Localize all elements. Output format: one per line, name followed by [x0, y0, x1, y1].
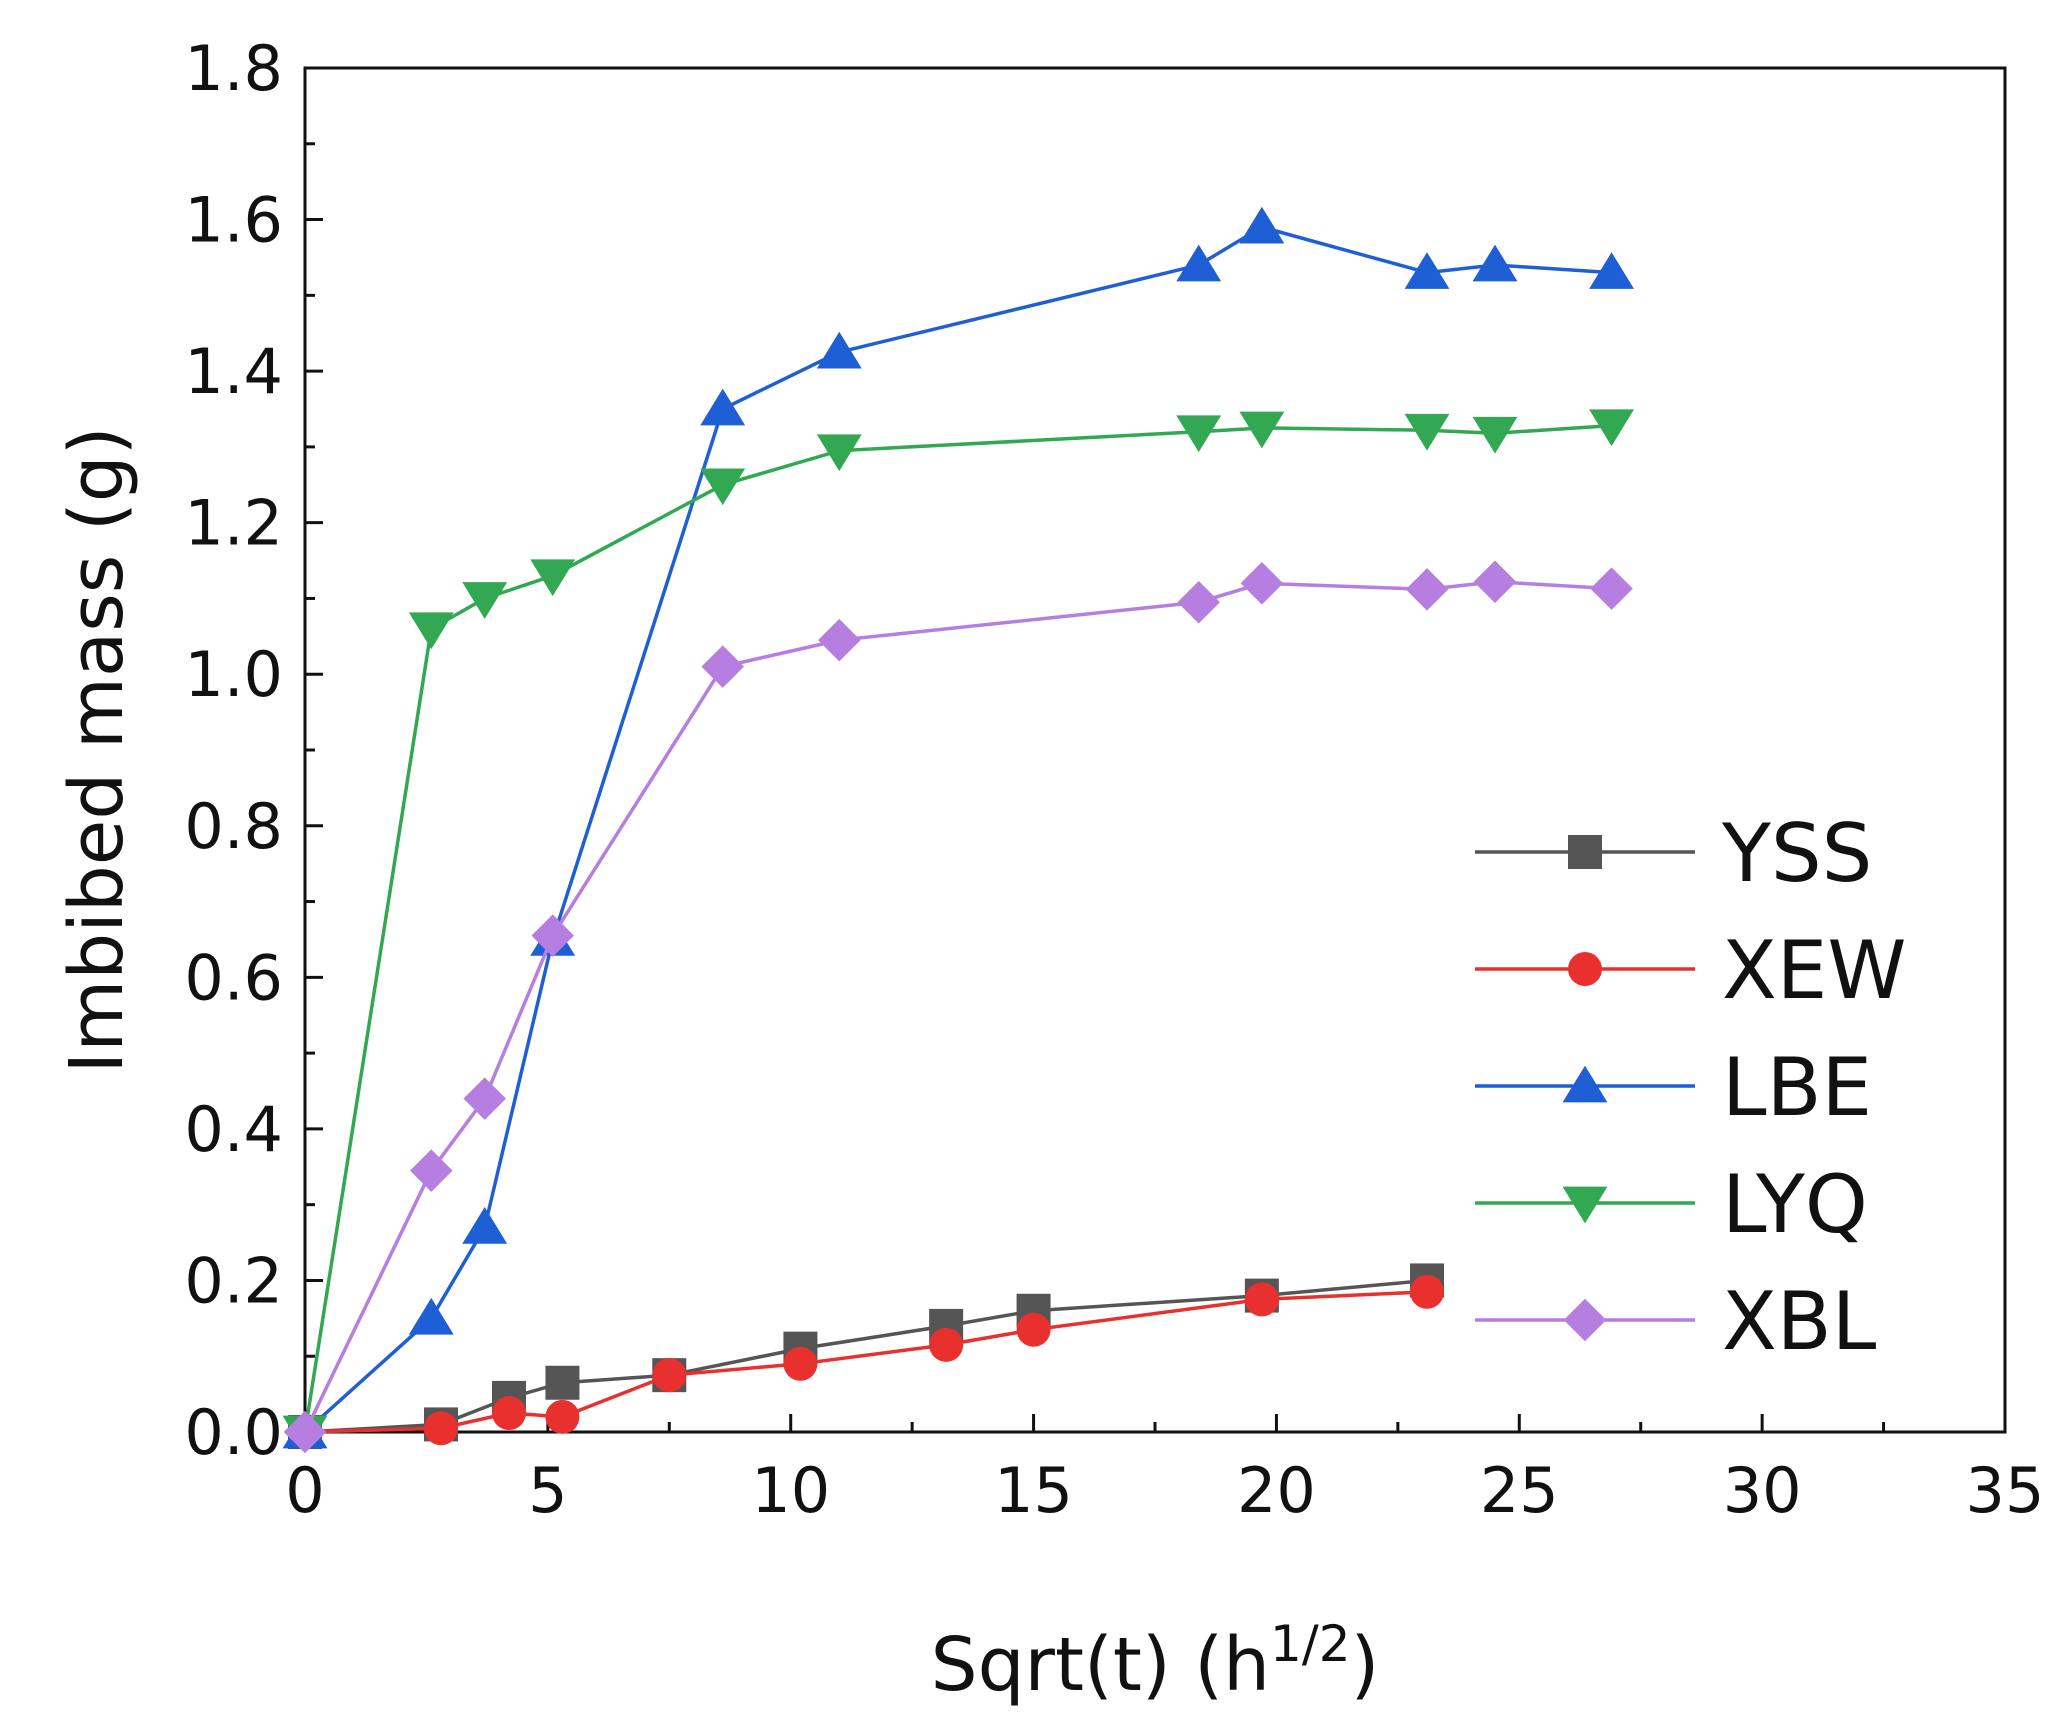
legend-label-yss: YSS	[1721, 807, 1872, 900]
legend-marker-lbe	[1562, 1065, 1608, 1103]
x-tick-label: 15	[994, 1454, 1073, 1527]
data-point-lyq	[1589, 409, 1635, 447]
data-point-lyq	[530, 559, 576, 597]
data-point-lyq	[1239, 411, 1285, 449]
y-tick-label: 0.8	[184, 790, 283, 863]
legend-entry-xew: XEW	[1475, 924, 1906, 1017]
y-tick-label: 0.4	[184, 1093, 283, 1166]
data-point-lbe	[1239, 206, 1285, 244]
y-axis: 0.0 0.2 0.4 0.6 0.8 1.0 1.2 1.4 1.6 1.8	[184, 32, 323, 1469]
series-line-yss	[304, 1278, 1428, 1434]
data-point-lyq	[462, 582, 508, 619]
data-point-xew	[929, 1327, 964, 1362]
x-tick-label: 0	[285, 1454, 324, 1527]
series-lbe	[282, 206, 1635, 1449]
data-point-xbl	[1405, 568, 1449, 611]
y-tick-label: 0.0	[184, 1396, 283, 1469]
data-point-xew	[783, 1346, 818, 1381]
x-axis-title-suffix: )	[1351, 1622, 1380, 1708]
data-point-lyq	[700, 468, 746, 506]
x-tick-label: 10	[751, 1454, 830, 1527]
data-point-xew	[1016, 1312, 1051, 1347]
y-tick-label: 1.2	[184, 487, 283, 560]
series-line-xbl	[303, 580, 1612, 1433]
x-axis-title-text: Sqrt(t) (h	[931, 1622, 1270, 1708]
x-tick-label: 25	[1480, 1454, 1559, 1527]
data-point-lbe	[1176, 244, 1222, 282]
legend-label-lbe: LBE	[1722, 1041, 1872, 1134]
data-point-xbl	[283, 1410, 327, 1454]
data-point-xbl	[410, 1149, 453, 1192]
data-point-xew	[652, 1358, 687, 1393]
x-tick-label: 5	[528, 1454, 567, 1527]
legend-marker-lyq	[1562, 1186, 1608, 1224]
data-point-xew	[1244, 1282, 1279, 1317]
x-tick-label: 35	[1966, 1454, 2045, 1527]
data-point-lyq	[1176, 415, 1222, 453]
y-tick-label: 0.2	[184, 1244, 283, 1317]
data-point-lbe	[700, 388, 746, 426]
legend-marker-xew	[1568, 952, 1602, 986]
data-point-lyq	[816, 434, 862, 472]
series-xew	[288, 1274, 1444, 1449]
legend-entry-yss: YSS	[1475, 807, 1872, 900]
x-tick-label: 20	[1237, 1454, 1316, 1527]
x-tick-label: 30	[1723, 1454, 1802, 1527]
data-point-lbe	[408, 1297, 454, 1335]
y-tick-label: 1.6	[184, 184, 283, 257]
legend-marker-xbl	[1563, 1298, 1607, 1342]
data-point-xbl	[463, 1077, 506, 1120]
data-point-lyq	[1472, 416, 1518, 454]
x-axis: 0 5 10 15 20 25 30 35	[285, 1414, 2044, 1527]
data-point-xbl	[1240, 562, 1284, 605]
legend-label-xew: XEW	[1722, 924, 1906, 1017]
data-point-lbe	[1472, 244, 1518, 282]
legend-entry-lbe: LBE	[1475, 1041, 1872, 1134]
data-point-xbl	[701, 645, 744, 688]
data-point-xew	[1410, 1274, 1444, 1309]
x-axis-title-superscript: 1/2	[1270, 1615, 1350, 1673]
data-point-lbe	[816, 331, 862, 369]
legend-entry-xbl: XBL	[1475, 1275, 1877, 1368]
data-point-lbe	[462, 1207, 508, 1244]
data-point-xbl	[818, 618, 861, 662]
data-point-xbl	[531, 914, 574, 957]
series-xbl	[283, 560, 1633, 1454]
data-point-lyq	[408, 612, 454, 650]
data-point-xew	[424, 1411, 458, 1446]
data-point-lyq	[1404, 413, 1450, 451]
data-point-lbe	[1404, 252, 1450, 289]
y-tick-label: 0.6	[184, 941, 283, 1014]
legend-entry-lyq: LYQ	[1475, 1158, 1868, 1251]
x-axis-title: Sqrt(t) (h1/2)	[931, 1615, 1380, 1708]
series-line-xew	[304, 1290, 1428, 1434]
legend-label-lyq: LYQ	[1722, 1158, 1868, 1251]
data-point-xbl	[1473, 560, 1517, 604]
data-point-xew	[492, 1396, 526, 1431]
y-axis-title: Imbibed mass (g)	[54, 426, 140, 1073]
data-point-lbe	[1589, 252, 1635, 289]
legend-marker-yss	[1568, 835, 1602, 869]
y-tick-label: 1.0	[184, 638, 283, 711]
series-line-lbe	[303, 225, 1612, 1434]
y-tick-label: 1.4	[184, 335, 283, 408]
y-tick-label: 1.8	[184, 32, 283, 105]
data-point-yss	[545, 1365, 580, 1400]
data-point-xew	[545, 1399, 580, 1434]
legend-label-xbl: XBL	[1722, 1275, 1877, 1368]
data-point-xbl	[1177, 580, 1220, 624]
legend: YSS XEW LBE LYQ XBL	[1475, 807, 1906, 1368]
data-point-xbl	[1590, 567, 1633, 610]
series-layer	[282, 206, 1635, 1454]
series-lyq	[282, 409, 1635, 1453]
